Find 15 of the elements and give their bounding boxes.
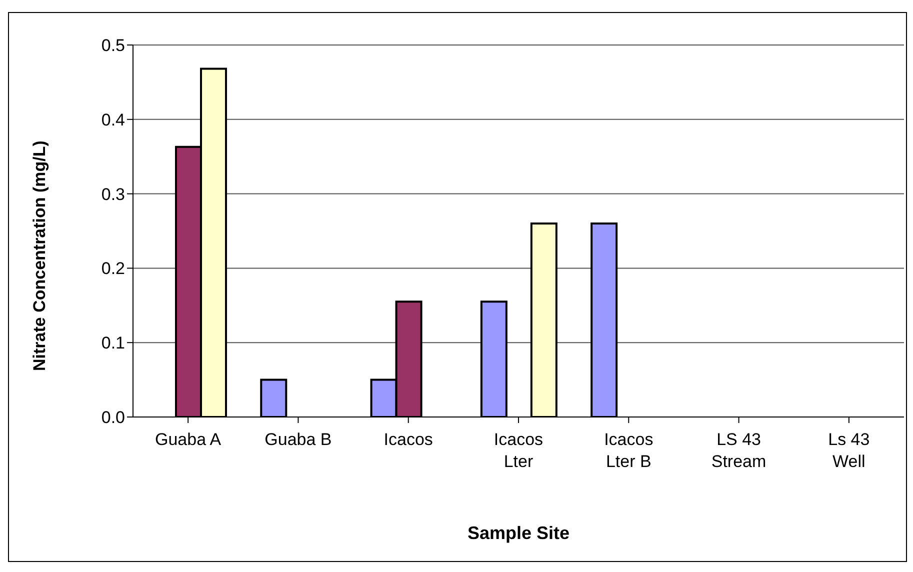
y-tick-label: 0.3	[101, 184, 125, 204]
y-tick-label: 0.4	[101, 110, 125, 130]
y-tick-label: 0.1	[101, 334, 125, 353]
x-tick-label: Ls 43 Well	[828, 430, 870, 471]
y-axis-title: Nitrate Concentration (mg/L)	[30, 140, 50, 371]
y-tick-label: 0.0	[101, 408, 125, 428]
x-tick-label: LS 43 Stream	[711, 430, 766, 471]
x-tick-label: Icacos	[384, 430, 433, 449]
x-tick-label: Guaba A	[154, 430, 222, 449]
x-axis-title: Sample Site	[467, 523, 570, 543]
y-tick-label: 0.5	[101, 36, 125, 56]
x-tick-label: Icacos Lter	[494, 430, 544, 471]
x-tick-label: Icacos Lter B	[604, 430, 654, 471]
y-tick-label: 0.2	[101, 259, 125, 278]
x-tick-label: Guaba B	[264, 430, 332, 449]
